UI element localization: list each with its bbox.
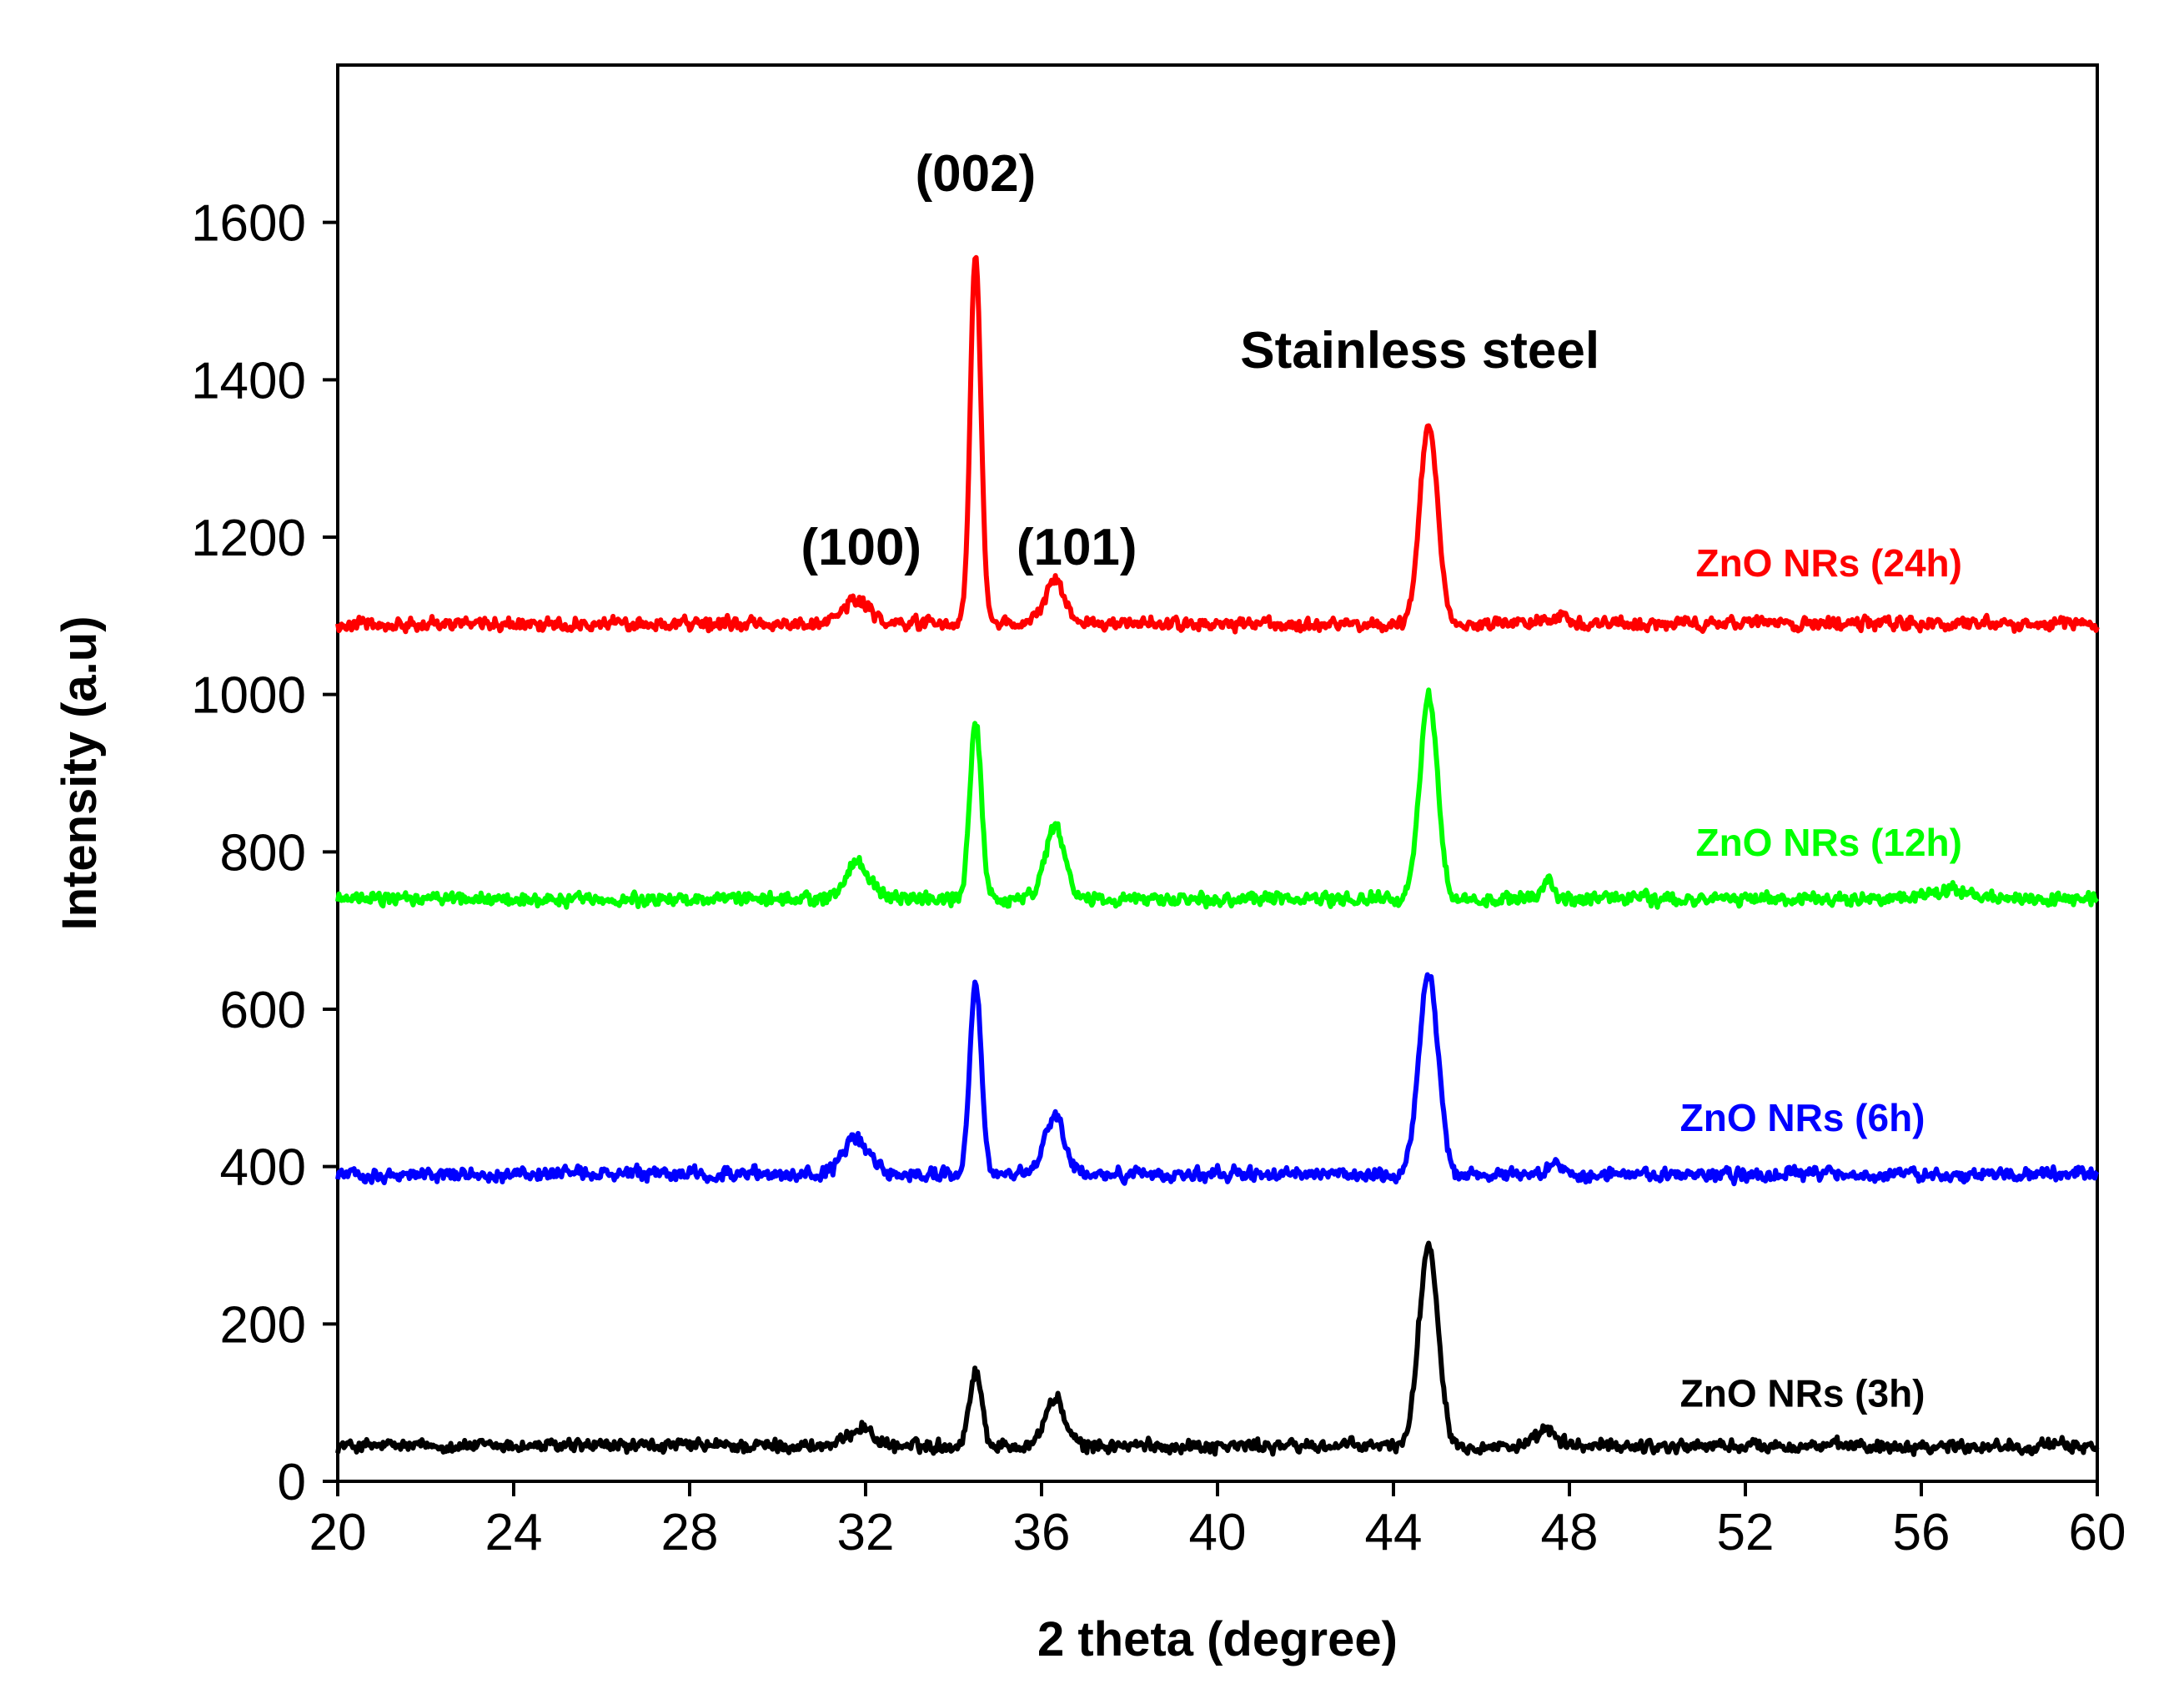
- y-tick-label: 200: [220, 1296, 306, 1354]
- series-labels: ZnO NRs (24h) ZnO NRs (12h) ZnO NRs (6h) Zn…: [1680, 541, 1962, 1415]
- x-tick-label: 28: [661, 1504, 719, 1561]
- series-label: ZnO NRs (6h): [1680, 1096, 1925, 1139]
- series-layer: [335, 254, 2100, 1457]
- x-tick-label: 44: [1365, 1504, 1423, 1561]
- y-tick-label: 0: [278, 1454, 306, 1511]
- peak-annotation: (101): [1017, 519, 1137, 576]
- x-axis-title: 2 theta (degree): [1037, 1612, 1398, 1666]
- x-tick-label: 52: [1717, 1504, 1775, 1561]
- x-tick-label: 60: [2069, 1504, 2126, 1561]
- peak-annotation: (100): [801, 519, 921, 576]
- series-label: ZnO NRs (3h): [1680, 1371, 1925, 1415]
- plot-area: [336, 63, 2099, 1483]
- y-tick-label: 1600: [191, 195, 306, 253]
- x-tick-label: 24: [485, 1504, 543, 1561]
- y-tick-label: 600: [220, 982, 306, 1039]
- y-axis-title: Intensity (a.u): [53, 616, 107, 930]
- x-tick-label: 36: [1013, 1504, 1071, 1561]
- x-tick-label: 56: [1893, 1504, 1951, 1561]
- series-label: ZnO NRs (24h): [1695, 541, 1961, 585]
- peak-annotation: Stainless steel: [1240, 322, 1599, 380]
- x-tick-label: 40: [1189, 1504, 1247, 1561]
- y-tick-label: 1000: [191, 667, 306, 725]
- x-tick-label: 48: [1541, 1504, 1599, 1561]
- peak-annotation: (002): [916, 145, 1037, 203]
- y-tick-label: 400: [220, 1139, 306, 1197]
- x-tick-label: 20: [309, 1504, 367, 1561]
- y-tick-label: 1400: [191, 352, 306, 410]
- y-tick-label: 800: [220, 824, 306, 882]
- y-axis-ticks: 0 200 400 600 800 1000 1200 1400 1600: [191, 195, 338, 1511]
- series-line-zno-nrs-3h: [335, 1240, 2100, 1457]
- series-label: ZnO NRs (12h): [1695, 821, 1961, 864]
- series-line-zno-nrs-6h: [335, 972, 2100, 1187]
- series-line-zno-nrs-12h: [335, 687, 2100, 910]
- x-axis-ticks: 20 24 28 32 36 40 44 48 52 56 60: [309, 1481, 2126, 1561]
- y-tick-label: 1200: [191, 510, 306, 567]
- annotations: (100) (002) (101) Stainless steel: [801, 145, 1599, 576]
- x-tick-label: 32: [837, 1504, 895, 1561]
- series-line-zno-nrs-24h: [335, 254, 2100, 635]
